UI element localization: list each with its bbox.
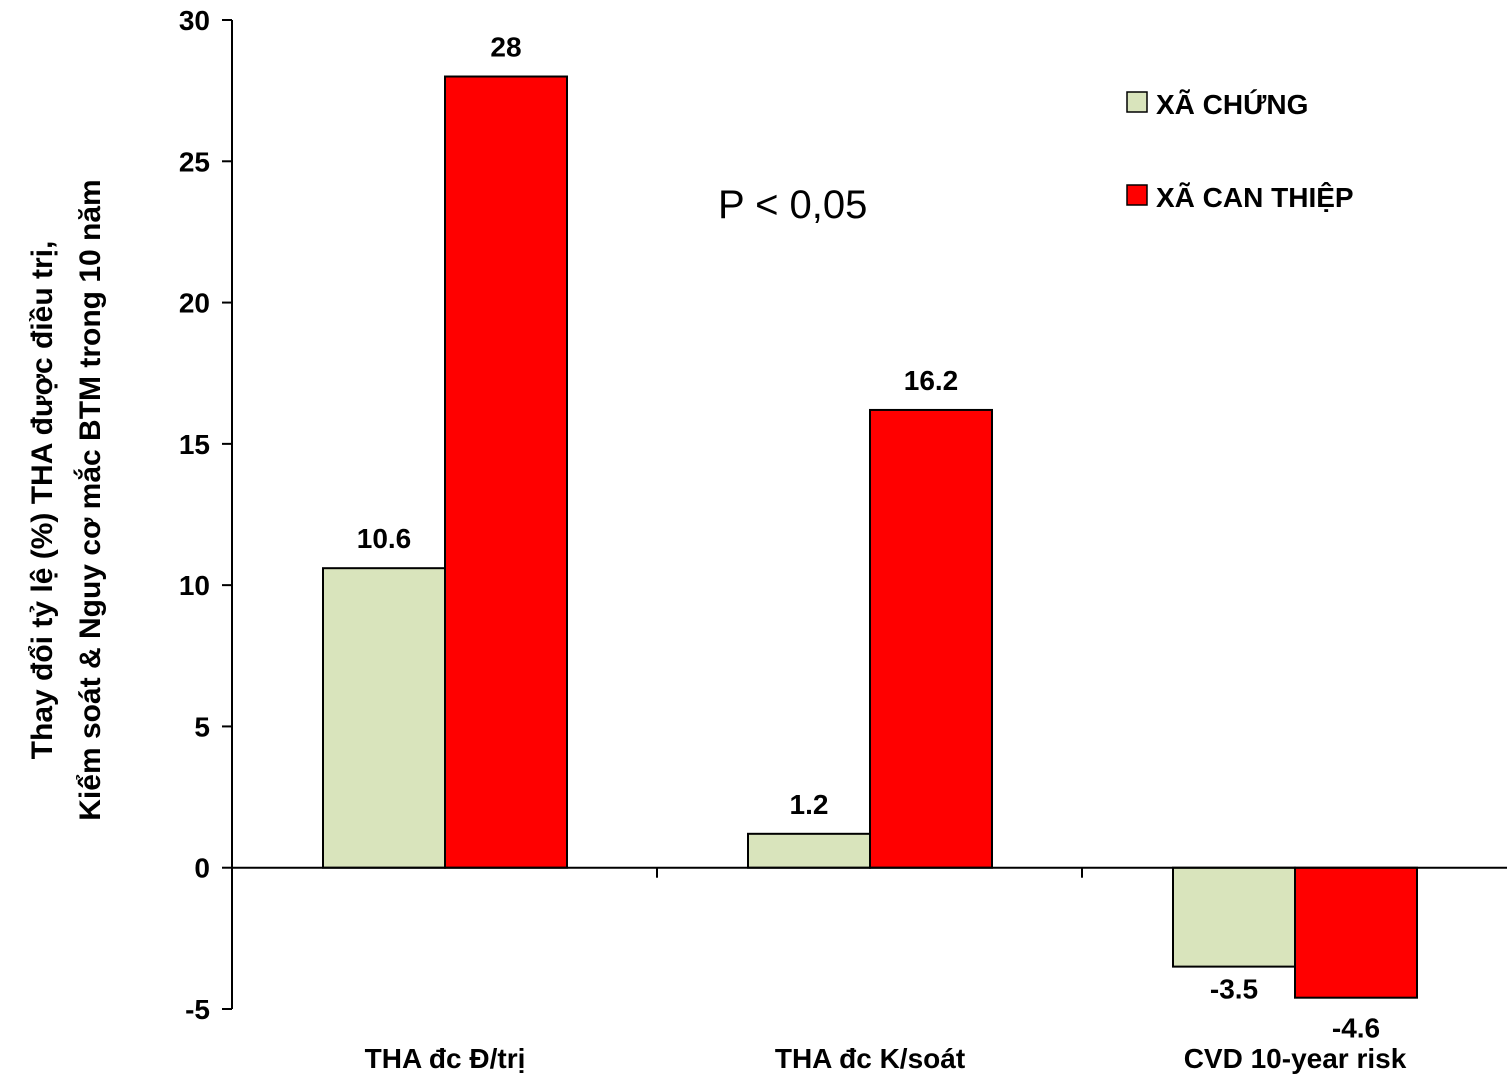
y-tick-label: 30 — [179, 5, 210, 36]
y-tick-label: 0 — [194, 853, 210, 884]
bar-intervention-0 — [444, 75, 568, 869]
x-tick-label: THA đc Đ/trị — [365, 1043, 526, 1074]
y-tick-label: 10 — [179, 570, 210, 601]
p-value-annotation: P < 0,05 — [718, 183, 867, 227]
bar-control-0 — [322, 567, 446, 869]
y-tick-label: -5 — [185, 994, 210, 1025]
data-label: 10.6 — [357, 523, 412, 554]
y-tick-label: 25 — [179, 146, 210, 177]
legend-label-1: XÃ CAN THIỆP — [1156, 182, 1354, 213]
y-axis-label-line: Kiểm soát & Nguy cơ mắc BTM trong 10 năm — [73, 179, 107, 820]
data-label: -4.6 — [1332, 1013, 1380, 1044]
legend: XÃ CHỨNG XÃ CAN THIỆP — [1126, 89, 1354, 213]
axes: -5 0 5 10 15 20 25 30 — [179, 5, 1507, 1025]
bar-intervention-1 — [869, 408, 993, 869]
y-tick-label: 15 — [179, 429, 210, 460]
bar-intervention-2 — [1294, 866, 1418, 999]
legend-swatch-1 — [1126, 184, 1148, 206]
x-tick-label: THA đc K/soát — [775, 1043, 965, 1074]
data-label: 1.2 — [790, 789, 829, 820]
bar-control-2 — [1172, 866, 1296, 968]
data-label: 16.2 — [904, 365, 959, 396]
y-axis-label: Thay đổi tỷ lệ (%) THA được điều trị, Kiể… — [26, 179, 107, 820]
y-tick-label: 5 — [194, 711, 210, 742]
legend-swatch-0 — [1126, 91, 1148, 113]
data-labels: 10.6 28 THA đc Đ/trị 1.2 16.2 THA đc K/soát -3… — [357, 32, 1407, 1074]
y-axis-label-line: Thay đổi tỷ lệ (%) THA được điều trị, — [26, 241, 59, 760]
data-label: -3.5 — [1210, 974, 1258, 1005]
legend-label-0: XÃ CHỨNG — [1156, 89, 1308, 120]
bar-control-1 — [747, 832, 871, 869]
bars — [322, 75, 1418, 999]
x-tick-label: CVD 10-year risk — [1184, 1043, 1407, 1074]
data-label: 28 — [490, 32, 521, 63]
y-tick-label: 20 — [179, 288, 210, 319]
